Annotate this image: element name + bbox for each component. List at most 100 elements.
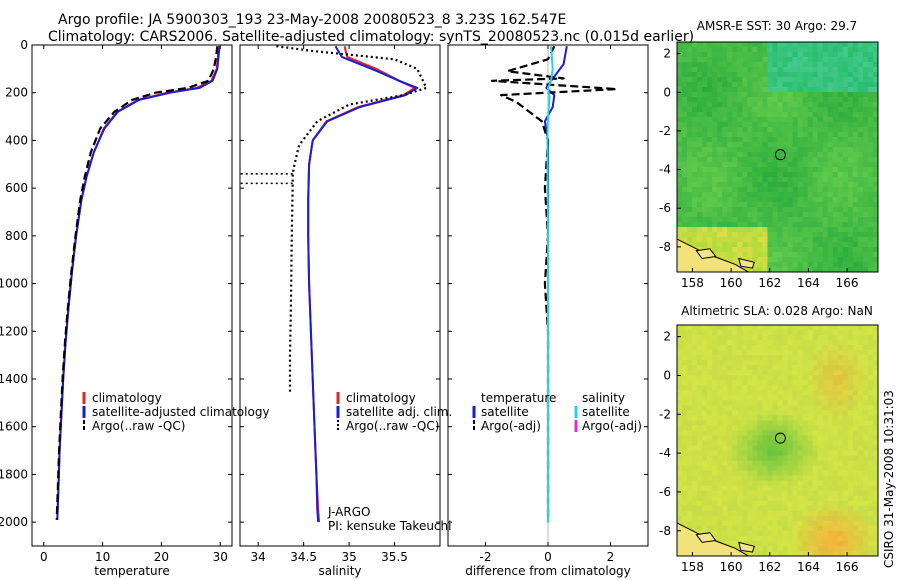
heatmap-cell: [682, 67, 688, 73]
heatmap-cell: [742, 435, 748, 442]
heatmap-cell: [857, 400, 864, 406]
heatmap-cell: [692, 42, 698, 48]
heatmap-cell: [812, 182, 819, 188]
heatmap-cell: [812, 192, 819, 198]
heatmap-cell: [732, 540, 738, 547]
heatmap-cell: [872, 445, 878, 452]
heatmap-cell: [867, 187, 874, 193]
heatmap-cell: [847, 117, 854, 123]
heatmap-cell: [767, 355, 774, 361]
heatmap-cell: [762, 187, 769, 193]
heatmap-cell: [762, 365, 769, 371]
heatmap-cell: [722, 62, 728, 68]
heatmap-cell: [747, 455, 753, 462]
heatmap-cell: [777, 187, 784, 193]
heatmap-cell: [782, 197, 789, 203]
heatmap-cell: [697, 197, 703, 203]
heatmap-cell: [742, 132, 748, 138]
heatmap-cell: [732, 107, 738, 113]
heatmap-cell: [867, 350, 874, 356]
heatmap-cell: [687, 102, 693, 108]
heatmap-cell: [707, 375, 713, 381]
heatmap-cell: [872, 405, 878, 411]
heatmap-cell: [697, 400, 703, 406]
heatmap-cell: [692, 420, 698, 427]
heatmap-cell: [827, 550, 834, 556]
heatmap-cell: [867, 355, 874, 361]
heatmap-cell: [707, 197, 713, 203]
heatmap-cell: [757, 525, 764, 532]
heatmap-cell: [712, 242, 718, 248]
heatmap-cell: [707, 365, 713, 371]
heatmap-cell: [817, 182, 824, 188]
heatmap-cell: [782, 395, 789, 401]
heatmap-cell: [712, 142, 718, 148]
heatmap-cell: [697, 67, 703, 73]
heatmap-cell: [702, 177, 708, 183]
heatmap-cell: [752, 360, 759, 366]
heatmap-cell: [842, 365, 849, 371]
heatmap-cell: [862, 237, 869, 243]
heatmap-cell: [707, 192, 713, 198]
heatmap-cell: [782, 540, 789, 547]
heatmap-cell: [687, 390, 693, 396]
heatmap-cell: [832, 132, 839, 138]
heatmap-cell: [822, 67, 829, 73]
heatmap-cell: [827, 147, 834, 153]
heatmap-cell: [702, 192, 708, 198]
heatmap-cell: [752, 415, 759, 422]
heatmap-cell: [727, 510, 733, 517]
heatmap-cell: [687, 202, 693, 208]
heatmap-cell: [742, 460, 748, 467]
heatmap-cell: [682, 52, 688, 58]
heatmap-cell: [832, 370, 839, 376]
heatmap-cell: [852, 172, 859, 178]
heatmap-cell: [692, 500, 698, 507]
heatmap-cell: [747, 510, 753, 517]
heatmap-cell: [807, 112, 814, 118]
heatmap-cell: [857, 47, 864, 53]
heatmap-cell: [702, 217, 708, 223]
heatmap-cell: [867, 525, 874, 532]
heatmap-cell: [832, 67, 839, 73]
heatmap-cell: [797, 420, 804, 427]
x-tick-label: 162: [758, 276, 781, 290]
heatmap-cell: [807, 325, 814, 331]
heatmap-cell: [742, 385, 748, 391]
heatmap-cell: [837, 187, 844, 193]
heatmap-cell: [702, 42, 708, 48]
heatmap-cell: [767, 212, 774, 218]
heatmap-cell: [852, 47, 859, 53]
heatmap-cell: [737, 152, 743, 158]
heatmap-cell: [712, 217, 718, 223]
heatmap-cell: [722, 107, 728, 113]
heatmap-cell: [687, 107, 693, 113]
heatmap-cell: [732, 132, 738, 138]
heatmap-cell: [852, 57, 859, 63]
heatmap-cell: [867, 47, 874, 53]
heatmap-cell: [817, 122, 824, 128]
heatmap-cell: [832, 460, 839, 467]
heatmap-cell: [762, 480, 769, 487]
heatmap-cell: [677, 390, 683, 396]
heatmap-cell: [792, 525, 799, 532]
heatmap-cell: [717, 182, 723, 188]
heatmap-cell: [707, 450, 713, 457]
heatmap-cell: [852, 500, 859, 507]
heatmap-cell: [787, 112, 794, 118]
heatmap-cell: [782, 550, 789, 556]
heatmap-cell: [787, 445, 794, 452]
heatmap-cell: [752, 72, 759, 78]
heatmap-cell: [737, 122, 743, 128]
heatmap-cell: [712, 455, 718, 462]
heatmap-cell: [852, 345, 859, 351]
heatmap-cell: [722, 142, 728, 148]
heatmap-cell: [852, 435, 859, 442]
heatmap-cell: [827, 247, 834, 253]
heatmap-cell: [787, 505, 794, 512]
heatmap-cell: [787, 520, 794, 527]
heatmap-cell: [727, 495, 733, 502]
heatmap-cell: [842, 232, 849, 238]
heatmap-cell: [747, 465, 753, 472]
heatmap-cell: [772, 480, 779, 487]
